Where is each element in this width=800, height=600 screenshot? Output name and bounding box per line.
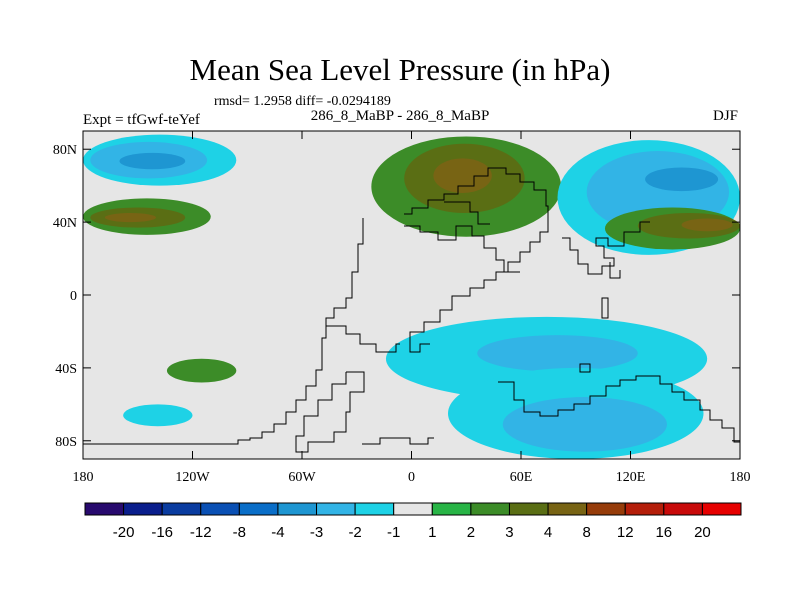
arabia-coastline xyxy=(404,225,520,273)
region-nw-pacific-low-center xyxy=(119,152,186,170)
colorbar: -20 -16 -12 -8 -4 -3 -2 -1 1 2 3 4 8 12 16 20 xyxy=(84,502,742,541)
colorbar-swatch xyxy=(508,502,549,516)
colorbar-label: 12 xyxy=(617,524,634,541)
colorbar-label: -20 xyxy=(113,524,135,541)
colorbar-swatch xyxy=(393,502,433,516)
colorbar-swatch xyxy=(547,502,588,516)
colorbar-swatch xyxy=(431,502,472,516)
south-asia-coastline xyxy=(562,221,650,275)
map-plot xyxy=(82,130,741,460)
colorbar-label: -4 xyxy=(271,524,284,541)
south-america-coastline xyxy=(326,325,400,353)
colorbar-swatch xyxy=(84,502,125,516)
coastlines xyxy=(83,167,740,453)
colorbar-label: -8 xyxy=(233,524,246,541)
chart-title: Mean Sea Level Pressure (in hPa) xyxy=(189,52,611,87)
y-tick-label: 40N xyxy=(53,216,77,231)
colorbar-swatch xyxy=(663,502,703,516)
colorbar-label: -16 xyxy=(151,524,173,541)
colorbar-swatch xyxy=(316,502,356,516)
y-tick-label: 80N xyxy=(53,143,77,158)
colorbar-label: 4 xyxy=(544,524,552,541)
pressure-anomaly-fields xyxy=(83,134,740,459)
region-southern-ocean-low-core xyxy=(477,335,638,372)
indonesia-island-outline xyxy=(601,297,609,319)
australia-coastline xyxy=(498,375,740,443)
region-europe-high-center xyxy=(433,158,492,193)
colorbar-swatch xyxy=(123,502,163,516)
chart-subtitle: 286_8_MaBP - 286_8_MaBP xyxy=(310,108,490,124)
colorbar-label: -2 xyxy=(348,524,361,541)
colorbar-swatch xyxy=(200,502,240,516)
colorbar-label: 20 xyxy=(694,524,711,541)
x-tick-label: 120W xyxy=(175,470,210,485)
colorbar-swatch xyxy=(277,502,318,516)
y-tick-label: 0 xyxy=(70,289,77,304)
colorbar-label: 2 xyxy=(467,524,475,541)
region-south-pacific-high xyxy=(166,358,237,383)
region-ne-pacific-high-center xyxy=(681,218,733,232)
season-label: DJF xyxy=(712,108,738,124)
colorbar-label: 8 xyxy=(582,524,590,541)
y-tick-label: 40S xyxy=(55,362,77,377)
region-antarctic-low-core xyxy=(502,397,667,452)
region-ne-asia-low-center xyxy=(645,167,719,192)
colorbar-label: -12 xyxy=(190,524,212,541)
colorbar-label: -3 xyxy=(310,524,323,541)
x-tick-label: 60W xyxy=(288,470,316,485)
colorbar-swatch xyxy=(354,502,395,516)
colorbar-swatch xyxy=(624,502,665,516)
axes: 180 120W 60W 0 60E 120E 180 80N 40N 0 40S 80S xyxy=(53,131,751,485)
colorbar-swatch xyxy=(586,502,626,516)
rmsd-diff-stats: rmsd= 1.2958 diff= -0.0294189 xyxy=(214,94,391,109)
x-tick-label: 180 xyxy=(730,470,751,485)
colorbar-swatch xyxy=(161,502,202,516)
antarctic-peninsula-coastline xyxy=(295,371,365,453)
asia-north-coastline xyxy=(444,201,490,225)
small-island-outline xyxy=(579,363,591,373)
colorbar-label: -1 xyxy=(387,524,400,541)
southeast-asia-coastline xyxy=(609,262,621,279)
x-tick-label: 60E xyxy=(510,470,533,485)
colorbar-swatch xyxy=(701,502,742,516)
region-nw-pacific-high-center xyxy=(104,213,156,223)
colorbar-label: 3 xyxy=(505,524,513,541)
colorbar-label: 16 xyxy=(655,524,672,541)
europe-africa-coastline xyxy=(404,167,549,353)
x-tick-label: 120E xyxy=(616,470,646,485)
x-tick-label: 0 xyxy=(408,470,415,485)
region-south-pacific-low xyxy=(123,404,193,427)
colorbar-label: 1 xyxy=(428,524,436,541)
y-tick-label: 80S xyxy=(55,435,77,450)
americas-east-coastline xyxy=(83,218,364,445)
x-tick-label: 180 xyxy=(73,470,94,485)
antarctica-coastline xyxy=(362,437,434,445)
experiment-label: Expt = tfGwf-teYef xyxy=(83,112,200,128)
colorbar-swatch xyxy=(238,502,279,516)
colorbar-swatch xyxy=(470,502,510,516)
